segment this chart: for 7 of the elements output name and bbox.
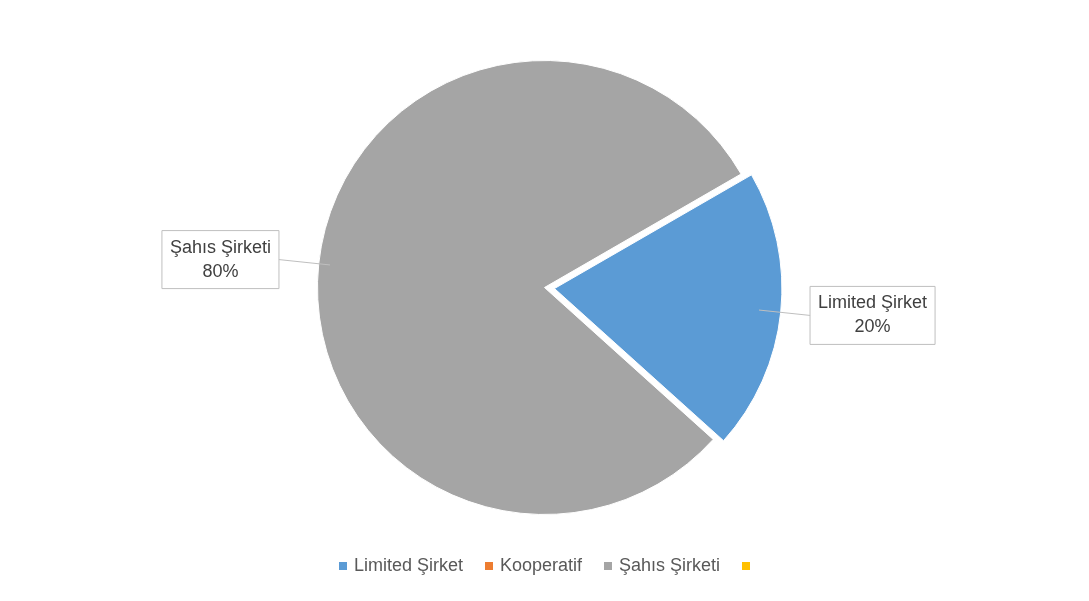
data-label: 80%	[202, 260, 239, 281]
slice-label: Limited Şirket	[818, 292, 928, 313]
slice-label: Şahıs Şirketi	[169, 236, 271, 257]
legend-label: Limited Şirket	[353, 555, 463, 576]
legend-label: Şahıs Şirketi	[619, 555, 721, 576]
data-label: 20%	[854, 316, 891, 337]
legend-label: Kooperatif	[499, 555, 583, 576]
